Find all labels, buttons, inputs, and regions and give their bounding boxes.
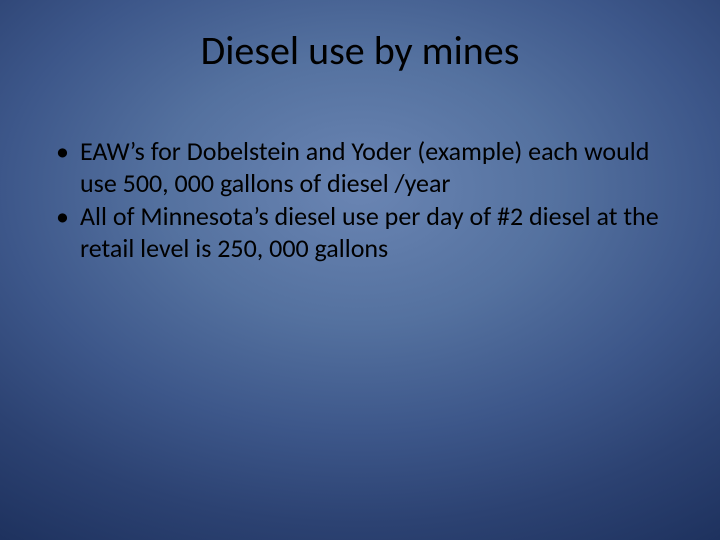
slide-body: EAW’s for Dobelstein and Yoder (example)… xyxy=(54,136,680,267)
bullet-item: All of Minnesota’s diesel use per day of… xyxy=(54,201,680,264)
bullet-list: EAW’s for Dobelstein and Yoder (example)… xyxy=(54,136,680,265)
bullet-item: EAW’s for Dobelstein and Yoder (example)… xyxy=(54,136,680,199)
slide-title: Diesel use by mines xyxy=(0,26,720,75)
slide: Diesel use by mines EAW’s for Dobelstein… xyxy=(0,0,720,540)
